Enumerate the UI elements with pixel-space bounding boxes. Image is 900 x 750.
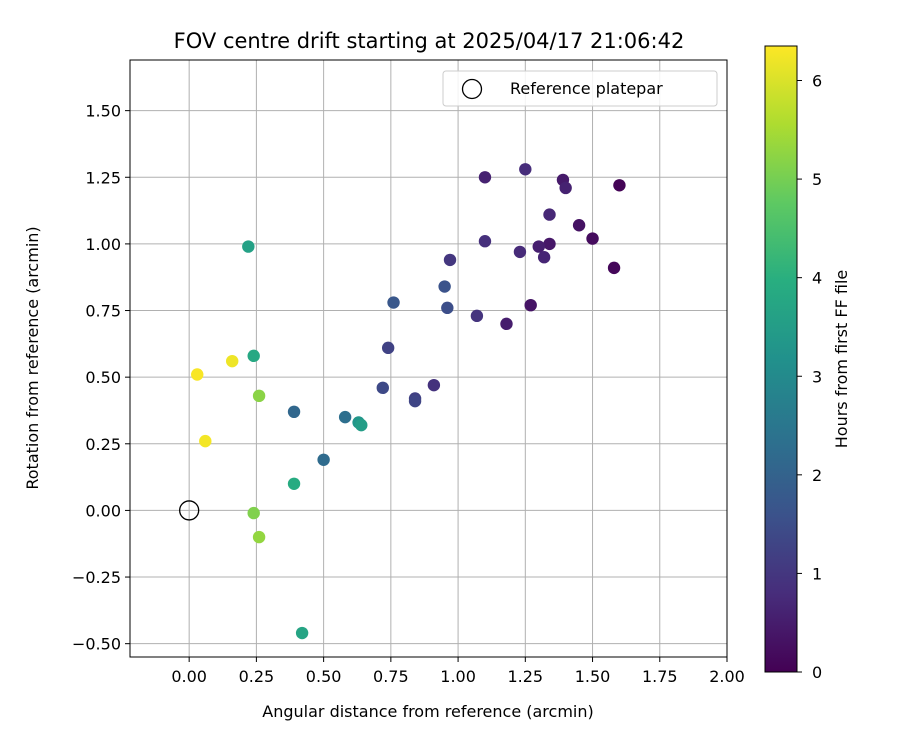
chart-title: FOV centre drift starting at 2025/04/17 … [174, 29, 685, 53]
data-point [559, 181, 572, 195]
x-tick-label: 0.25 [239, 667, 275, 686]
data-point [252, 530, 266, 544]
data-point [478, 235, 492, 248]
data-point [252, 389, 266, 403]
y-tick-label: −0.50 [72, 635, 121, 654]
legend-label: Reference platepar [510, 79, 663, 98]
data-point [287, 405, 301, 419]
y-tick-label: 1.25 [85, 168, 121, 187]
x-tick-label: 1.75 [642, 667, 678, 686]
y-tick-label: 1.50 [85, 102, 121, 121]
data-point [191, 368, 204, 381]
data-point [338, 410, 352, 424]
data-point [470, 309, 484, 323]
colorbar-label: Hours from first FF file [832, 270, 851, 449]
y-tick-label: 0.50 [85, 368, 121, 387]
data-point [543, 208, 556, 221]
y-axis-label: Rotation from reference (arcmin) [23, 226, 42, 489]
colorbar-tick-label: 4 [812, 269, 822, 288]
colorbar-tick-label: 1 [812, 564, 822, 583]
data-point [532, 240, 545, 253]
data-point [537, 251, 551, 264]
colorbar-tick-label: 0 [812, 663, 822, 682]
colorbar-tick-label: 5 [812, 170, 822, 189]
colorbar-tick-label: 3 [812, 367, 822, 386]
x-axis-label: Angular distance from reference (arcmin) [262, 702, 593, 721]
data-point [513, 245, 527, 259]
data-point [199, 434, 212, 448]
x-axis-ticks: 0.00 0.25 0.50 0.75 1.00 1.25 1.50 1.75 2.00 [171, 657, 745, 686]
data-point [287, 477, 301, 490]
data-point [572, 219, 586, 232]
x-tick-label: 1.25 [507, 667, 543, 686]
data-point [242, 240, 255, 253]
data-point [355, 418, 368, 432]
x-tick-label: 1.00 [440, 667, 476, 686]
x-tick-label: 0.50 [306, 667, 342, 686]
data-point [247, 349, 260, 363]
data-point [586, 232, 599, 245]
data-point [613, 179, 626, 192]
data-point [427, 378, 441, 392]
colorbar-tick-label: 2 [812, 466, 822, 485]
data-point [438, 280, 451, 293]
data-point [225, 354, 239, 368]
data-point [607, 261, 621, 275]
data-point [317, 453, 330, 466]
data-point [500, 317, 513, 331]
grid-lines [130, 60, 728, 657]
legend-marker-icon [461, 78, 483, 100]
data-point [408, 394, 422, 408]
y-axis-ticks: −0.50 −0.25 0.00 0.25 0.50 0.75 1.00 1.25 1.50 [72, 102, 130, 654]
data-point [443, 253, 457, 267]
y-tick-label: −0.25 [72, 568, 121, 587]
legend-box [442, 70, 718, 107]
reference-point-marker [179, 500, 200, 521]
plot-frame [129, 59, 728, 658]
y-tick-label: 0.75 [85, 302, 121, 321]
legend: Reference platepar [442, 70, 718, 107]
data-point [519, 163, 532, 176]
data-point [524, 298, 537, 312]
data-points [191, 163, 626, 640]
x-tick-label: 0.00 [171, 667, 207, 686]
y-tick-label: 1.00 [85, 235, 121, 254]
colorbar [764, 45, 798, 673]
colorbar-ticks: 0 1 2 3 4 5 6 [797, 72, 822, 682]
data-point [376, 381, 389, 395]
data-point [441, 301, 454, 315]
x-tick-label: 1.50 [575, 667, 611, 686]
y-tick-label: 0.00 [85, 501, 121, 520]
x-tick-label: 2.00 [709, 667, 745, 686]
data-point [295, 626, 309, 640]
data-point [387, 296, 400, 309]
data-point [478, 171, 492, 184]
colorbar-tick-label: 6 [812, 72, 822, 91]
data-point [247, 506, 260, 520]
data-point [381, 341, 395, 355]
data-point [543, 237, 556, 251]
x-tick-label: 0.75 [373, 667, 409, 686]
y-tick-label: 0.25 [85, 435, 121, 454]
